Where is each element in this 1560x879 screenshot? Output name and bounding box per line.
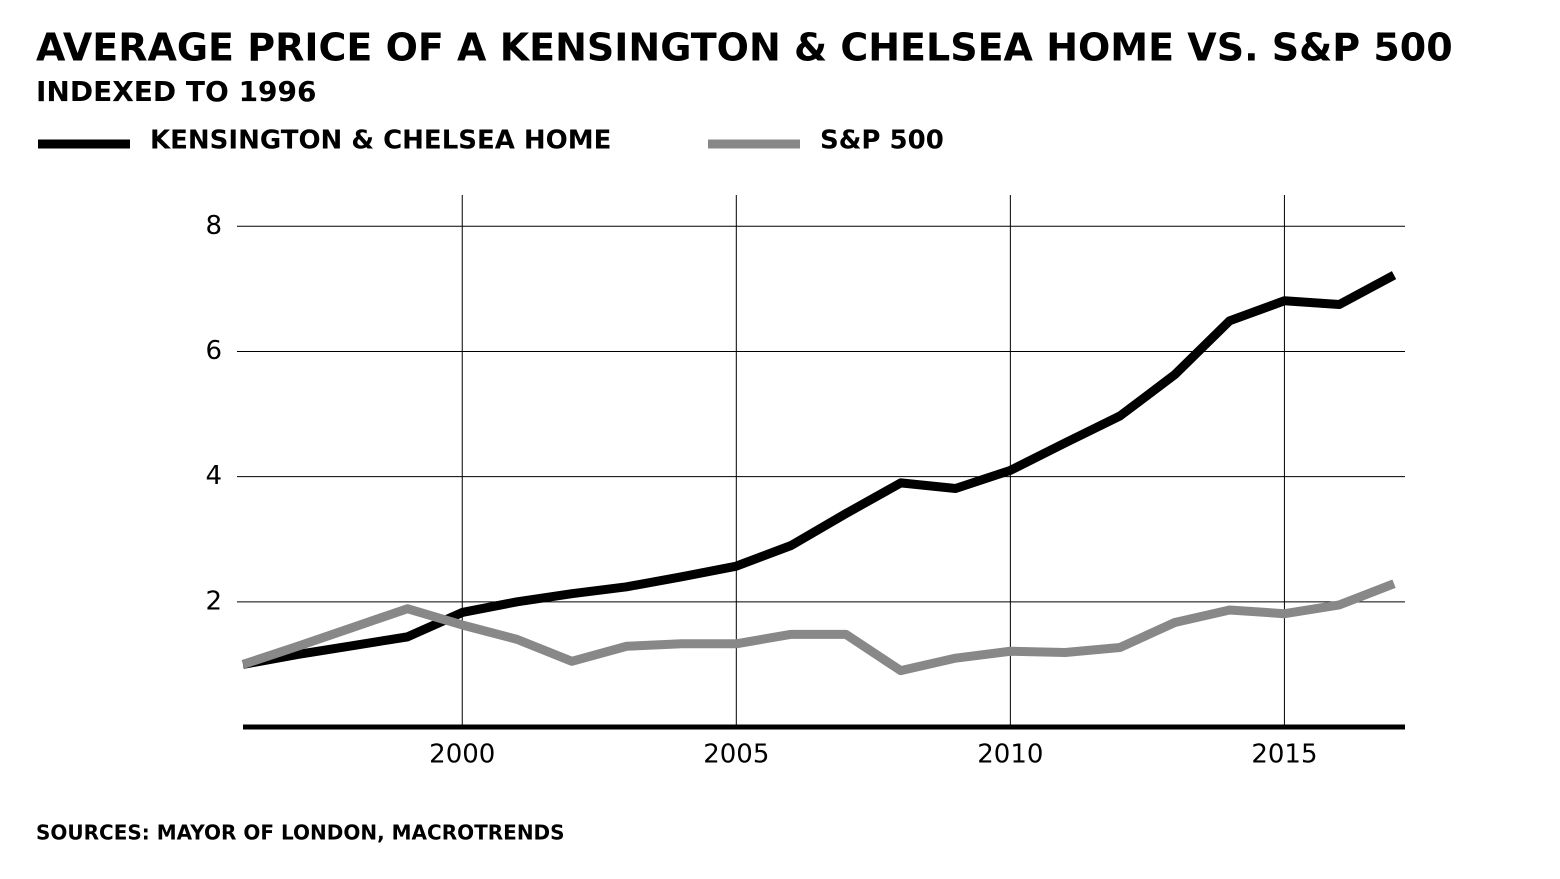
y-tick-label: 8 [205, 211, 222, 241]
x-tick-label: 2015 [1251, 740, 1317, 770]
legend-label: S&P 500 [820, 126, 944, 156]
chart-subtitle: INDEXED TO 1996 [36, 75, 317, 108]
series-line [241, 579, 1396, 676]
legend-label: KENSINGTON & CHELSEA HOME [150, 126, 611, 156]
y-tick-label: 2 [205, 586, 222, 616]
x-tick-label: 2000 [429, 740, 495, 770]
y-tick-label: 4 [205, 461, 222, 491]
x-tick-label: 2010 [977, 740, 1043, 770]
y-tick-label: 6 [205, 336, 222, 366]
x-tick-label: 2005 [703, 740, 769, 770]
source-note: SOURCES: MAYOR OF LONDON, MACROTRENDS [36, 821, 565, 845]
chart-title: AVERAGE PRICE OF A KENSINGTON & CHELSEA … [36, 26, 1453, 70]
series-line [242, 271, 1397, 669]
